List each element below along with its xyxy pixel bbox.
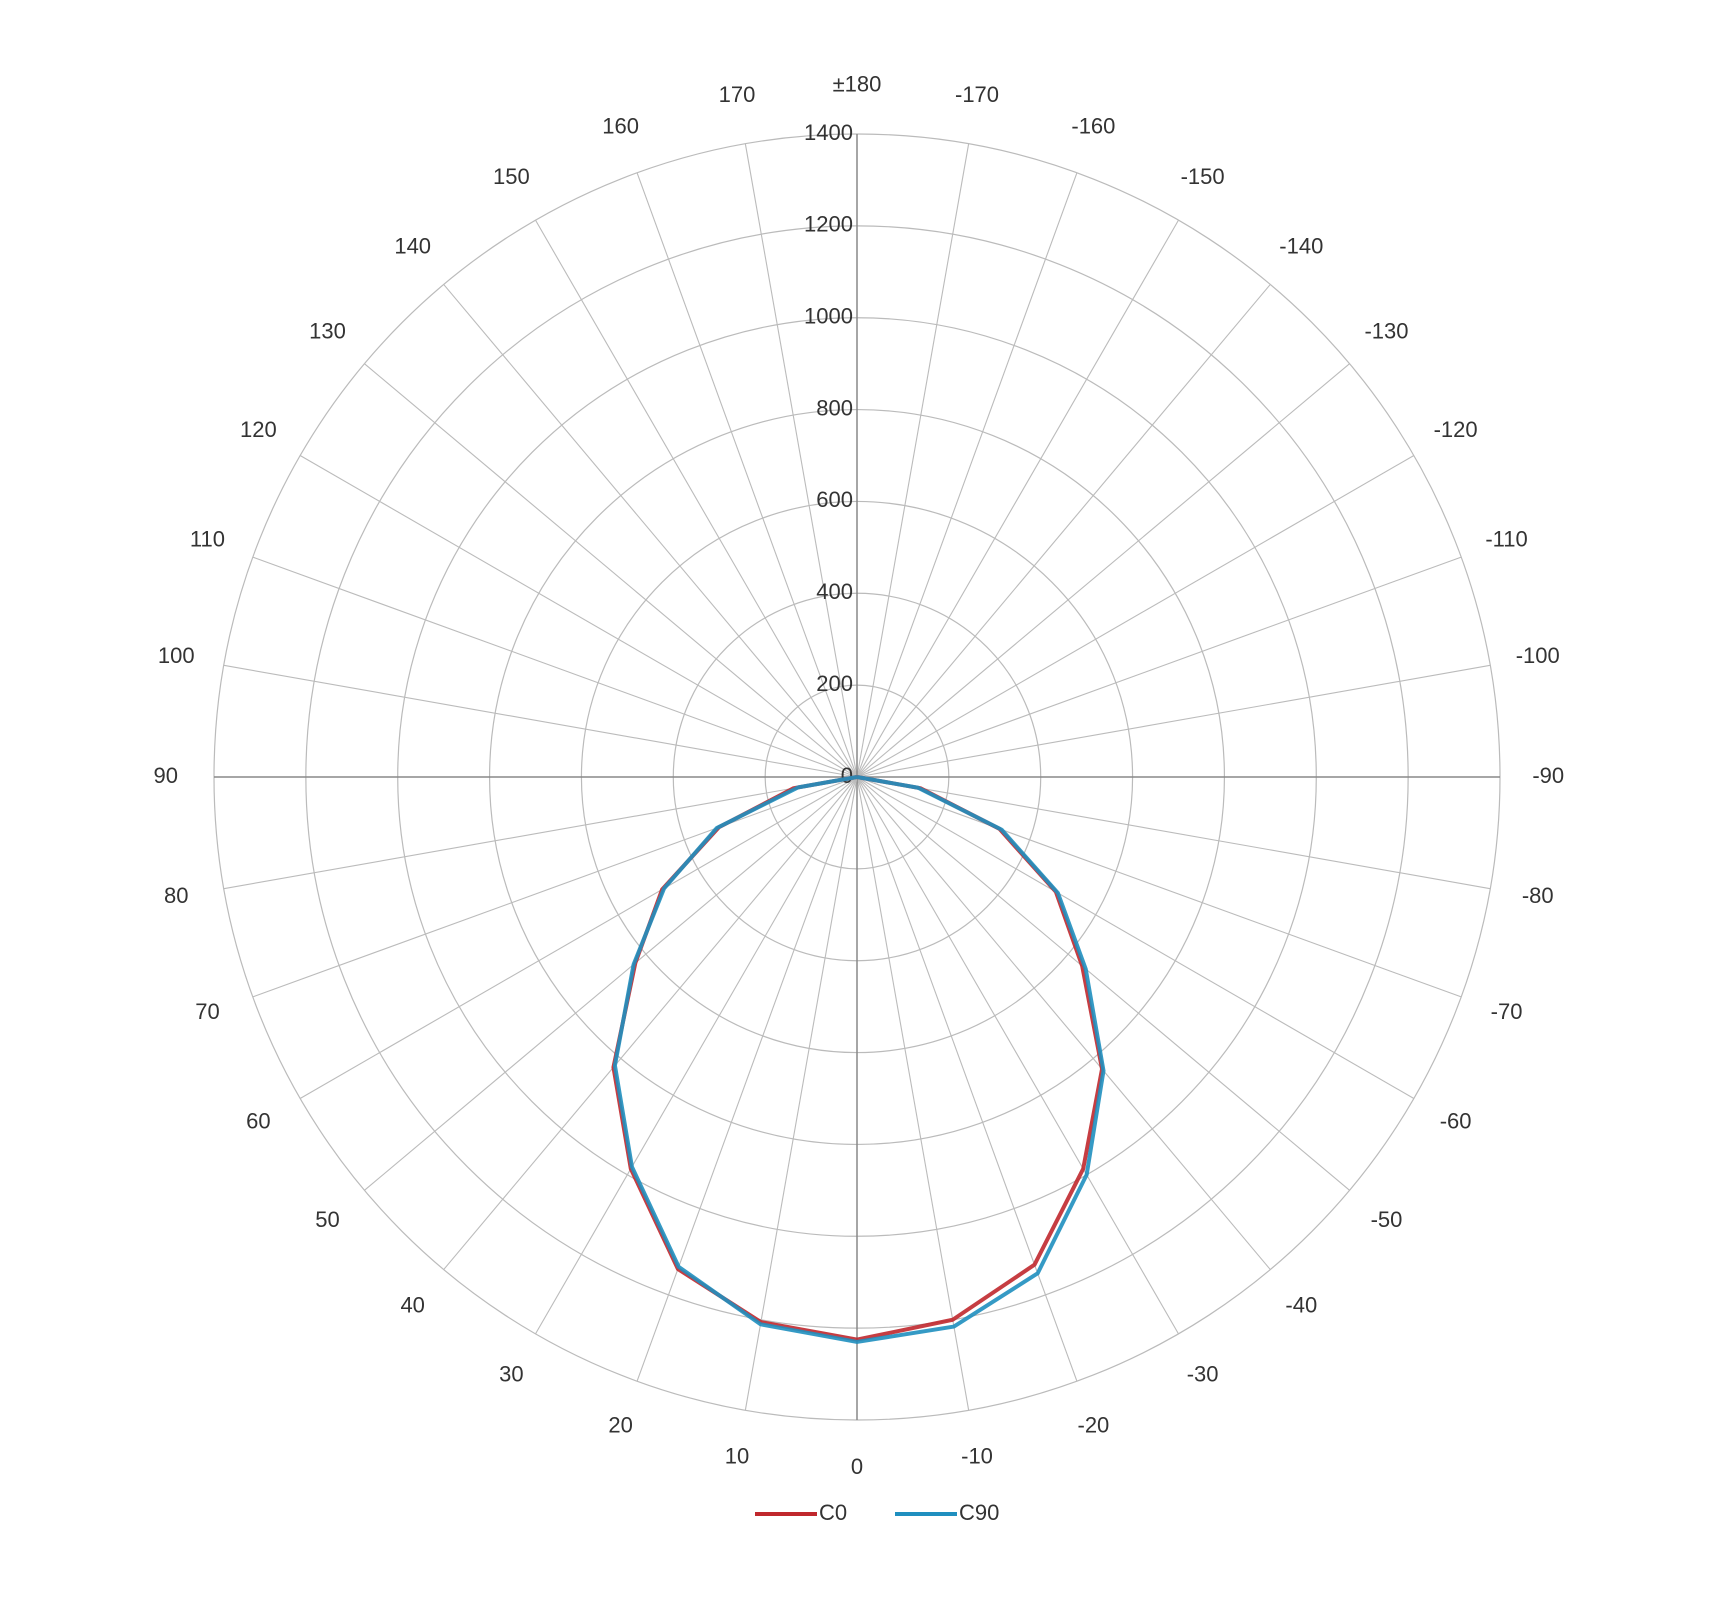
angle-label: -80 bbox=[1522, 883, 1554, 908]
grid-spoke bbox=[636, 172, 858, 778]
angle-label: -90 bbox=[1532, 763, 1564, 788]
angle-label: 50 bbox=[315, 1207, 339, 1232]
angle-label: -130 bbox=[1364, 319, 1408, 344]
grid-spoke bbox=[856, 776, 1179, 1335]
angle-label: -30 bbox=[1187, 1361, 1219, 1386]
grid-spoke bbox=[856, 219, 1179, 778]
r-tick-label: 1000 bbox=[804, 304, 853, 329]
grid-spoke bbox=[856, 556, 1462, 778]
legend-label: C0 bbox=[819, 1500, 847, 1525]
angle-label: 0 bbox=[851, 1454, 863, 1479]
angle-label: 30 bbox=[499, 1361, 523, 1386]
grid-spoke bbox=[535, 776, 858, 1335]
r-tick-label: 600 bbox=[816, 487, 853, 512]
angle-label: 130 bbox=[309, 319, 346, 344]
grid-spoke bbox=[299, 776, 858, 1099]
angle-label: -160 bbox=[1071, 113, 1115, 138]
grid-spoke bbox=[744, 143, 858, 778]
angle-label: -20 bbox=[1078, 1412, 1110, 1437]
angle-label: -140 bbox=[1279, 233, 1323, 258]
grid-spoke bbox=[223, 664, 858, 778]
grid-spoke bbox=[364, 776, 858, 1191]
angle-label: ±180 bbox=[833, 72, 882, 97]
angle-label: -120 bbox=[1434, 417, 1478, 442]
grid-spoke bbox=[299, 455, 858, 778]
angle-label: 100 bbox=[158, 643, 195, 668]
angle-label: 20 bbox=[608, 1412, 632, 1437]
angle-label: 110 bbox=[190, 526, 225, 551]
grid-spoke bbox=[252, 556, 858, 778]
angle-label: -60 bbox=[1440, 1108, 1472, 1133]
grid-spoke bbox=[856, 776, 970, 1411]
angle-label: -10 bbox=[961, 1444, 993, 1469]
grid-spoke bbox=[856, 143, 970, 778]
angle-label: -170 bbox=[955, 82, 999, 107]
series-line bbox=[612, 775, 1106, 1344]
angle-label: 120 bbox=[240, 417, 277, 442]
legend-label: C90 bbox=[959, 1500, 999, 1525]
grid-spoke bbox=[443, 776, 858, 1270]
grid-spoke bbox=[223, 776, 858, 890]
r-tick-label: 400 bbox=[816, 579, 853, 604]
angle-label: 160 bbox=[602, 113, 639, 138]
grid-spoke bbox=[364, 363, 858, 778]
grid-spoke bbox=[856, 776, 1415, 1099]
r-tick-label: 1400 bbox=[804, 120, 853, 145]
angle-label: -40 bbox=[1285, 1292, 1317, 1317]
angle-label: 80 bbox=[164, 883, 188, 908]
r-tick-label: 1200 bbox=[804, 212, 853, 237]
angle-label: 140 bbox=[394, 233, 431, 258]
angle-label: 170 bbox=[719, 82, 756, 107]
grid-spoke bbox=[252, 776, 858, 998]
grid-spoke bbox=[856, 172, 1078, 778]
angle-label: 150 bbox=[493, 164, 530, 189]
angle-label: 70 bbox=[195, 999, 219, 1024]
grid-spoke bbox=[856, 776, 1462, 998]
angle-label: -50 bbox=[1371, 1207, 1403, 1232]
grid-spoke bbox=[856, 776, 1350, 1191]
grid-spoke bbox=[856, 455, 1415, 778]
grid-spoke bbox=[535, 219, 858, 778]
grid-spoke bbox=[744, 776, 858, 1411]
angle-label: 60 bbox=[246, 1108, 270, 1133]
r-tick-label: 0 bbox=[841, 763, 853, 788]
grid-spoke bbox=[856, 664, 1491, 778]
angle-label: -150 bbox=[1181, 164, 1225, 189]
angle-label: 40 bbox=[400, 1292, 424, 1317]
angle-label: 90 bbox=[154, 763, 178, 788]
grid-spoke bbox=[636, 776, 858, 1382]
grid-spoke bbox=[856, 776, 1271, 1270]
grid-spoke bbox=[856, 284, 1271, 778]
angle-label: -70 bbox=[1491, 999, 1523, 1024]
grid-spoke bbox=[856, 363, 1350, 778]
r-tick-label: 200 bbox=[816, 671, 853, 696]
grid-spoke bbox=[443, 284, 858, 778]
angle-label: -110 bbox=[1485, 526, 1527, 551]
angle-label: -100 bbox=[1516, 643, 1560, 668]
grid-spoke bbox=[856, 776, 1491, 890]
r-tick-label: 800 bbox=[816, 395, 853, 420]
angle-label: 10 bbox=[725, 1444, 749, 1469]
grid-spoke bbox=[856, 776, 1078, 1382]
